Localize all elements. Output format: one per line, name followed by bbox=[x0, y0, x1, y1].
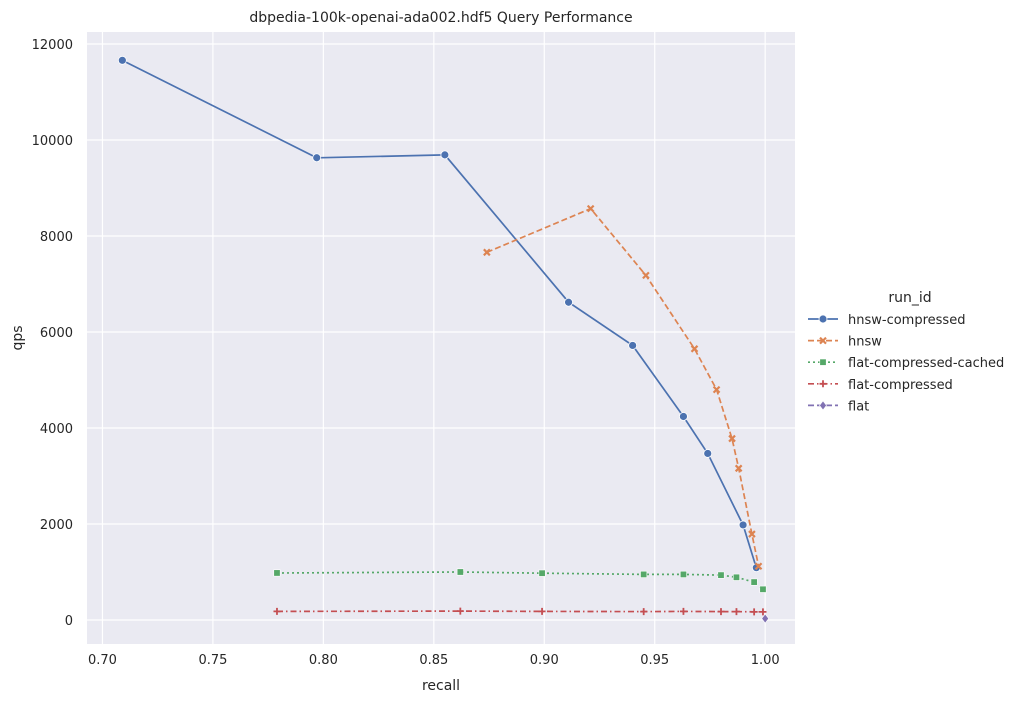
data-point-hnsw-compressed bbox=[738, 520, 748, 530]
x-tick-label: 0.80 bbox=[309, 653, 338, 668]
series-hnsw bbox=[483, 204, 763, 571]
data-point-hnsw bbox=[748, 530, 756, 538]
legend-marker bbox=[819, 336, 827, 345]
x-tick-label: 0.70 bbox=[88, 653, 117, 668]
data-point-flat-compressed bbox=[456, 607, 464, 615]
legend-item-hnsw-compressed: hnsw-compressed bbox=[808, 313, 965, 328]
data-point-hnsw bbox=[586, 204, 595, 213]
data-point-flat-compressed-cached bbox=[717, 571, 725, 579]
legend-label: flat bbox=[848, 399, 869, 414]
legend-item-hnsw: hnsw bbox=[808, 335, 882, 350]
plot-area bbox=[87, 32, 795, 644]
series-flat-compressed bbox=[273, 607, 767, 616]
legend-label: flat-compressed bbox=[848, 378, 953, 393]
data-point-flat-compressed bbox=[538, 607, 546, 615]
data-point-hnsw-compressed bbox=[703, 449, 713, 458]
x-tick-label: 0.85 bbox=[419, 653, 448, 668]
data-point-flat-compressed bbox=[273, 607, 281, 615]
data-point-hnsw bbox=[712, 385, 721, 394]
data-point-flat-compressed bbox=[717, 608, 725, 616]
x-tick-label: 0.90 bbox=[530, 653, 559, 668]
data-point-flat-compressed-cached bbox=[679, 570, 687, 578]
data-point-flat-compressed-cached bbox=[640, 570, 648, 578]
y-tick-label: 12000 bbox=[32, 38, 73, 53]
data-point-flat-compressed bbox=[732, 608, 740, 616]
data-point-hnsw bbox=[734, 464, 743, 473]
chart-title: dbpedia-100k-openai-ada002.hdf5 Query Pe… bbox=[249, 10, 632, 26]
legend-marker bbox=[818, 314, 828, 324]
legend-item-flat-compressed: flat-compressed bbox=[808, 378, 953, 393]
data-point-hnsw-compressed bbox=[564, 297, 573, 307]
data-point-flat-compressed bbox=[640, 608, 648, 616]
y-tick-label: 8000 bbox=[40, 230, 73, 245]
series-hnsw-compressed bbox=[117, 55, 761, 573]
series-flat bbox=[761, 613, 770, 624]
data-point-hnsw bbox=[642, 271, 650, 280]
legend-label: hnsw-compressed bbox=[848, 313, 965, 328]
data-point-flat-compressed-cached bbox=[759, 585, 767, 593]
data-point-flat-compressed-cached bbox=[732, 573, 740, 581]
y-tick-label: 0 bbox=[65, 614, 73, 629]
x-tick-label: 1.00 bbox=[751, 653, 780, 668]
data-point-hnsw bbox=[483, 248, 491, 257]
y-axis-label: qps bbox=[10, 325, 26, 350]
x-tick-label: 0.95 bbox=[640, 653, 669, 668]
series-group bbox=[117, 55, 770, 624]
data-point-flat-compressed-cached bbox=[538, 569, 546, 577]
data-point-flat-compressed-cached bbox=[273, 569, 281, 577]
data-point-flat-compressed-cached bbox=[750, 578, 758, 586]
data-point-hnsw bbox=[728, 434, 736, 443]
series-flat-compressed-cached bbox=[273, 568, 767, 593]
legend-label: flat-compressed-cached bbox=[848, 356, 1004, 371]
legend-marker bbox=[819, 358, 827, 366]
legend-marker bbox=[819, 380, 827, 388]
data-point-hnsw-compressed bbox=[440, 150, 450, 160]
y-tick-label: 4000 bbox=[40, 422, 73, 437]
data-point-flat-compressed-cached bbox=[456, 568, 464, 576]
data-point-hnsw-compressed bbox=[117, 55, 127, 65]
legend-item-flat: flat bbox=[808, 399, 869, 414]
legend-label: hnsw bbox=[848, 335, 882, 350]
y-tick-label: 10000 bbox=[32, 134, 73, 149]
data-point-flat bbox=[761, 613, 770, 624]
x-axis-label: recall bbox=[422, 678, 460, 694]
data-point-flat-compressed bbox=[679, 607, 687, 615]
legend-marker bbox=[819, 400, 827, 411]
data-point-flat-compressed bbox=[750, 608, 758, 616]
data-point-hnsw-compressed bbox=[312, 153, 322, 163]
y-axis-ticks: 0 2000 4000 6000 8000 10000 12000 bbox=[32, 38, 73, 629]
data-point-hnsw-compressed bbox=[679, 412, 688, 421]
grid bbox=[87, 32, 795, 644]
legend-title: run_id bbox=[888, 290, 931, 306]
data-point-hnsw-compressed bbox=[628, 341, 638, 350]
legend-item-flat-compressed-cached: flat-compressed-cached bbox=[808, 356, 1004, 371]
legend: run_id hnsw-compressed hnsw flat-compresse… bbox=[808, 290, 1004, 414]
data-point-hnsw bbox=[690, 345, 699, 353]
x-axis-ticks: 0.70 0.75 0.80 0.85 0.90 0.95 1.00 bbox=[88, 653, 780, 668]
data-point-hnsw bbox=[754, 562, 763, 571]
data-point-flat-compressed bbox=[759, 608, 767, 616]
y-tick-label: 6000 bbox=[40, 326, 73, 341]
y-tick-label: 2000 bbox=[40, 518, 73, 533]
x-tick-label: 0.75 bbox=[198, 653, 227, 668]
